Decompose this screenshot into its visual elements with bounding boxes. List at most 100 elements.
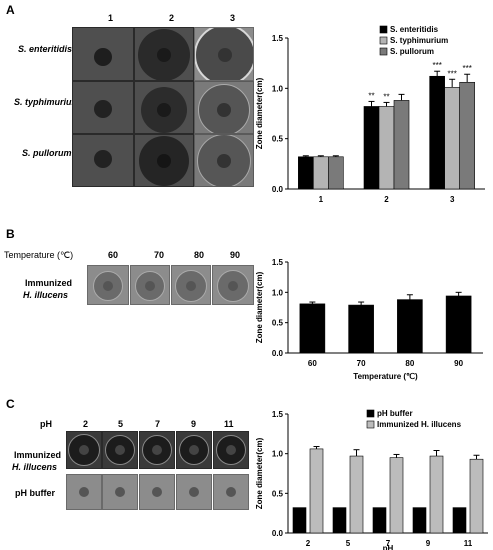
legend-label: S. typhimurium	[390, 36, 448, 45]
chart-a-zone-diameter: 0.0 0.5 1.0 1.5 Zone diameter(cm) 1 ** ** 2 *** **…	[255, 25, 485, 204]
well	[115, 445, 125, 455]
immunized-label-b-1: Immunized	[25, 278, 73, 288]
plate-photo	[72, 134, 134, 187]
plate-photo	[72, 27, 134, 81]
well	[217, 103, 231, 118]
x-tick-label: 11	[464, 539, 473, 548]
x-tick-label: 70	[357, 359, 366, 368]
plate-photo	[139, 431, 175, 469]
y-axis-label: Zone diameter(cm)	[255, 437, 264, 509]
ph-buffer-label: pH buffer	[15, 488, 55, 498]
well	[79, 445, 89, 455]
legend-label: Immunized H. illucens	[377, 420, 462, 429]
plate-photo	[176, 431, 212, 469]
panel-label-b: B	[6, 227, 15, 241]
legend-swatch	[379, 47, 388, 56]
x-axis-label: pH	[383, 544, 394, 550]
ph-col-2: 2	[83, 419, 89, 429]
well	[226, 487, 236, 497]
bar	[429, 455, 444, 534]
bar	[292, 507, 307, 534]
plate-photo	[134, 81, 194, 134]
y-tick-label: 1.0	[272, 288, 284, 297]
significance-label: **	[368, 91, 374, 100]
legend-swatch	[379, 36, 388, 45]
x-tick-label: 1	[319, 195, 324, 204]
plate-photo	[102, 474, 138, 510]
bar	[459, 81, 475, 190]
y-tick-label: 1.0	[272, 84, 284, 93]
x-tick-label: 2	[384, 195, 389, 204]
significance-label: ***	[432, 61, 441, 70]
bar	[393, 100, 410, 190]
well	[226, 445, 236, 455]
y-tick-label: 0.5	[272, 319, 284, 328]
ph-header: pH	[40, 419, 52, 429]
panel-label-c: C	[6, 397, 15, 411]
well	[218, 48, 233, 63]
significance-label: ***	[447, 69, 456, 78]
x-axis-label: Temperature (℃)	[353, 372, 418, 381]
plate-photo	[194, 27, 254, 81]
bar	[349, 455, 364, 534]
plate-photo	[213, 474, 249, 510]
x-tick-label: 5	[346, 539, 351, 548]
well	[189, 487, 199, 497]
temp-col-80: 80	[194, 250, 205, 260]
inhibition-zone	[94, 99, 112, 118]
row-label-enteritidis: S. enteritidis	[18, 44, 73, 54]
x-tick-label: 7	[386, 539, 391, 548]
significance-label: ***	[462, 64, 471, 73]
well	[217, 153, 231, 168]
ph-col-7: 7	[155, 419, 161, 429]
plate-photo	[66, 474, 102, 510]
well	[189, 445, 199, 455]
inhibition-zone	[94, 150, 112, 169]
immunized-label-b-2: H. illucens	[23, 290, 69, 300]
ph-col-5: 5	[118, 419, 124, 429]
chart-b-temperature: 0.0 0.5 1.0 1.5 Zone diameter(cm) 60 70 80 90 Tem…	[255, 258, 483, 381]
bar	[378, 106, 395, 190]
temp-col-70: 70	[154, 250, 165, 260]
bar	[452, 507, 467, 534]
bar	[299, 303, 326, 354]
inhibition-zone	[135, 270, 165, 301]
plate-photo	[194, 81, 254, 134]
legend-swatch	[366, 420, 375, 429]
bar	[372, 507, 387, 534]
legend-swatch	[379, 25, 388, 34]
plate-photo	[66, 431, 102, 469]
bar	[412, 507, 427, 534]
x-tick-label: 90	[454, 359, 463, 368]
y-tick-label: 0.5	[272, 489, 284, 498]
plate-photo	[171, 265, 211, 305]
legend-label: S. enteritidis	[390, 25, 439, 34]
significance-label: **	[383, 92, 389, 101]
plate-photo	[72, 81, 134, 134]
x-tick-label: 3	[450, 195, 455, 204]
y-tick-label: 1.5	[272, 410, 284, 419]
chart-c-ph: 0.0 0.5 1.0 1.5 Zone diameter(cm) 2 5 7 9 11 pH pH …	[255, 409, 488, 550]
well	[79, 487, 89, 497]
row-label-typhimurium: S. typhimurium	[14, 97, 80, 107]
legend-label: S. pullorum	[390, 47, 434, 56]
y-tick-label: 1.5	[272, 258, 284, 267]
x-tick-label: 80	[405, 359, 414, 368]
bar	[469, 458, 484, 534]
bar	[444, 87, 460, 190]
well	[103, 280, 113, 291]
well	[157, 153, 171, 168]
well	[157, 48, 171, 63]
temp-col-60: 60	[108, 250, 119, 260]
inhibition-zone	[94, 47, 112, 66]
bar	[389, 457, 404, 534]
legend-swatch	[366, 409, 375, 418]
plate-photo	[87, 265, 129, 305]
col-label-3: 3	[230, 13, 236, 23]
plate-photo	[139, 474, 175, 510]
bar	[429, 75, 445, 190]
well	[157, 103, 171, 118]
row-label-pullorum: S. pullorum	[22, 148, 72, 158]
well	[115, 487, 125, 497]
plate-photo	[213, 431, 249, 469]
